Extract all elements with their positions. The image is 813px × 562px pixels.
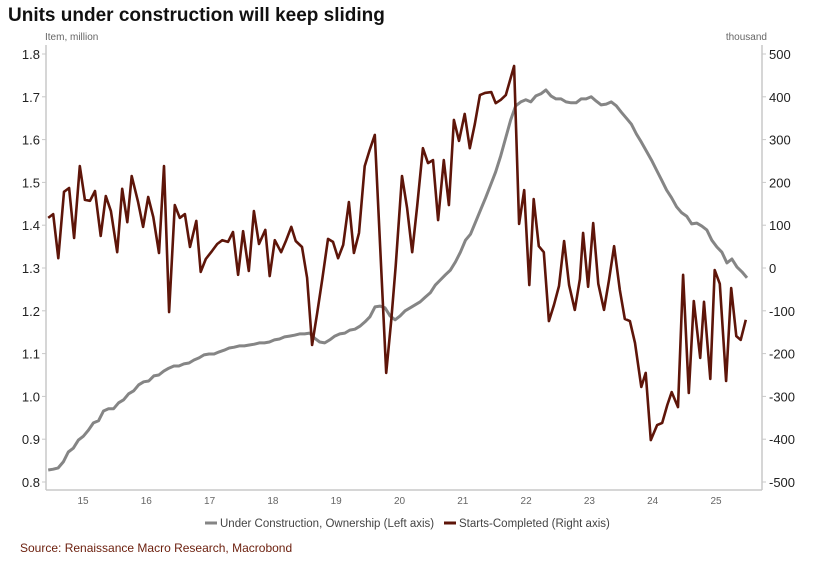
right-tick-label: -200: [769, 347, 795, 362]
left-tick-label: 0.9: [22, 432, 40, 447]
right-tick-label: 100: [769, 218, 791, 233]
right-axis-unit: thousand: [726, 32, 767, 43]
source-note: Source: Renaissance Macro Research, Macr…: [20, 541, 292, 555]
left-tick-label: 1.7: [22, 90, 40, 105]
left-tick-label: 1.0: [22, 389, 40, 404]
right-tick-label: 400: [769, 90, 791, 105]
right-tick-label: -300: [769, 389, 795, 404]
left-tick-label: 0.8: [22, 475, 40, 490]
chart-title: Units under construction will keep slidi…: [8, 5, 385, 26]
right-tick-label: -500: [769, 475, 795, 490]
series-line-under-construction: [47, 88, 749, 472]
x-tick-label: 17: [204, 496, 216, 507]
right-tick-label: 0: [769, 261, 776, 276]
x-tick-label: 15: [77, 496, 89, 507]
x-tick-label: 24: [647, 496, 659, 507]
x-tick-label: 25: [710, 496, 722, 507]
left-tick-label: 1.4: [22, 218, 40, 233]
x-tick-label: 20: [394, 496, 406, 507]
right-tick-label: 300: [769, 133, 791, 148]
x-tick-label: 18: [267, 496, 279, 507]
legend: Under Construction, Ownership (Left axis…: [205, 518, 610, 530]
left-tick-label: 1.6: [22, 133, 40, 148]
left-axis-unit: Item, million: [45, 32, 98, 43]
x-tick-label: 22: [521, 496, 533, 507]
x-tick-label: 16: [141, 496, 153, 507]
legend-label-starts-completed: Starts-Completed (Right axis): [459, 518, 610, 530]
left-tick-label: 1.1: [22, 347, 40, 362]
left-tick-label: 1.8: [22, 47, 40, 62]
left-tick-label: 1.3: [22, 261, 40, 276]
x-tick-label: 21: [457, 496, 469, 507]
legend-label-under-construction: Under Construction, Ownership (Left axis…: [220, 518, 434, 530]
series-lines: [47, 64, 749, 472]
series-line-starts-completed: [47, 64, 748, 442]
right-tick-label: -400: [769, 432, 795, 447]
right-tick-label: 200: [769, 175, 791, 190]
left-tick-label: 1.2: [22, 304, 40, 319]
tick-labels: 0.8 0.9 1.0 1.1 1.2 1.3 1.4 1.5 1.6 1.7 1.8 -500 -40…: [22, 47, 795, 507]
x-tick-label: 23: [584, 496, 596, 507]
x-tick-label: 19: [331, 496, 343, 507]
right-tick-label: -100: [769, 304, 795, 319]
left-tick-label: 1.5: [22, 175, 40, 190]
right-tick-label: 500: [769, 47, 791, 62]
